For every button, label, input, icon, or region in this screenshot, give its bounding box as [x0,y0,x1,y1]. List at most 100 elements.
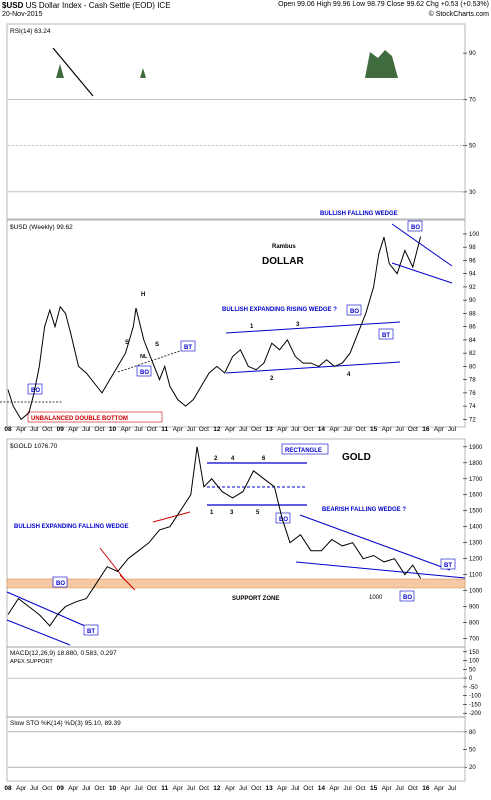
x-tick-label: Apr [68,785,79,792]
x-tick-label: Jul [82,785,91,792]
y-tick-label: 90 [469,51,476,57]
ann-bt: BT [87,629,95,635]
x-tick-label: Apr [434,426,445,433]
ann-bo: BO [403,595,412,601]
x-tick-label: Apr [382,426,393,433]
x-tick-label: Apr [120,426,131,433]
y-tick-label: 1700 [469,477,483,483]
y-tick-label: 78 [469,378,476,384]
gold-legend: $GOLD 1076.70 [10,443,58,450]
x-tick-label: Apr [277,785,288,792]
x-tick-label: Apr [329,785,340,792]
rsi-legend: RSI(14) 63.24 [10,28,51,35]
x-tick-label: 08 [4,785,12,792]
x-tick-label: Jul [343,785,352,792]
rsi-overbought-fill [140,68,146,78]
macd-legend: MACD(12,26,9) 18.880, 0.583, 0.297 [10,650,117,657]
ann-point: 6 [262,456,266,462]
y-tick-label: 30 [469,190,476,196]
ann-unbalanced-double-bottom: UNBALANCED DOUBLE BOTTOM [31,416,128,422]
support-zone [6,578,466,589]
x-tick-label: Apr [329,426,340,433]
ann-point: 3 [296,322,300,328]
x-tick-label: 09 [57,426,65,433]
x-tick-label: Oct [94,426,104,433]
x-tick-label: 10 [109,426,117,433]
x-tick-label: Apr [68,426,79,433]
y-tick-label: 1000 [469,589,483,595]
x-tick-label: Jul [448,426,457,433]
y-tick-label: 80 [469,730,476,736]
rsi-overbought-fill [365,50,398,78]
x-tick-label: Oct [408,426,418,433]
x-tick-label: 11 [161,426,168,433]
x-tick-label: 16 [422,785,430,792]
x-tick-label: Jul [448,785,457,792]
y-tick-label: 50 [469,748,476,754]
ann-bo: BO [56,581,65,587]
ann-point: 5 [256,510,260,516]
x-tick-label: Apr [173,785,184,792]
y-tick-label: 90 [469,298,476,304]
y-tick-label: 1800 [469,461,483,467]
ann-bo: BO [279,517,288,523]
x-tick-label: Jul [30,785,39,792]
x-tick-label: Apr [382,785,393,792]
x-tick-label: Apr [434,785,445,792]
x-tick-label: 09 [57,785,65,792]
x-tick-label: 11 [161,785,168,792]
y-tick-label: 94 [469,272,476,278]
x-tick-label: Apr [225,426,236,433]
y-tick-label: 50 [469,667,476,673]
ann-head: H [141,292,145,298]
ann-rectangle: RECTANGLE [285,448,322,454]
x-tick-label: Oct [355,785,365,792]
usd-title: DOLLAR [262,256,304,267]
x-tick-label: Oct [147,426,157,433]
ann-point: 3 [230,510,234,516]
x-tick-label: Oct [355,426,365,433]
ann-point: 4 [347,372,351,378]
ann-point: 1 [210,510,214,516]
x-tick-label: Oct [251,426,261,433]
y-tick-label: 70 [469,97,476,103]
x-tick-label: Jul [239,785,248,792]
gold-red-trendline [152,511,191,523]
y-tick-label: 1400 [469,525,483,531]
rsi-panel-frame [6,23,466,220]
y-tick-label: 800 [469,621,480,627]
ann-1000: 1000 [369,595,383,601]
x-tick-label: Jul [291,426,300,433]
ann-bullish-expanding-rising-wedge: BULLISH EXPANDING RISING WEDGE ? [222,307,337,313]
y-tick-label: 1500 [469,509,483,515]
x-tick-label: Jul [396,426,405,433]
usd-rising-wedge-lower [225,361,401,374]
y-tick-label: 92 [469,285,476,291]
x-tick-label: Oct [199,426,209,433]
ann-bt: BT [382,333,390,339]
y-tick-label: 1200 [469,557,483,563]
ann-shoulder: S [155,342,159,348]
x-tick-label: 12 [213,785,221,792]
ann-point: 2 [270,376,274,382]
x-tick-label: Oct [303,426,313,433]
y-tick-label: 900 [469,605,480,611]
y-tick-label: 80 [469,364,476,370]
usd-price-line [7,236,422,421]
usd-wedge-lower [391,262,453,284]
x-tick-label: 12 [213,426,221,433]
x-tick-label: Jul [187,426,196,433]
ann-point: 2 [214,456,218,462]
x-tick-label: Apr [120,785,131,792]
sto-legend: Slow STO %K(14) %D(3) 95.10, 89.39 [10,720,121,727]
y-tick-label: 74 [469,404,476,410]
y-tick-label: 82 [469,351,476,357]
x-tick-label: Apr [16,785,27,792]
y-tick-label: 100 [469,659,480,665]
x-tick-label: Jul [134,426,143,433]
usd-wedge-upper [391,223,453,267]
x-tick-label: 10 [109,785,117,792]
x-tick-label: 13 [266,785,274,792]
rsi-trendline [52,47,94,97]
